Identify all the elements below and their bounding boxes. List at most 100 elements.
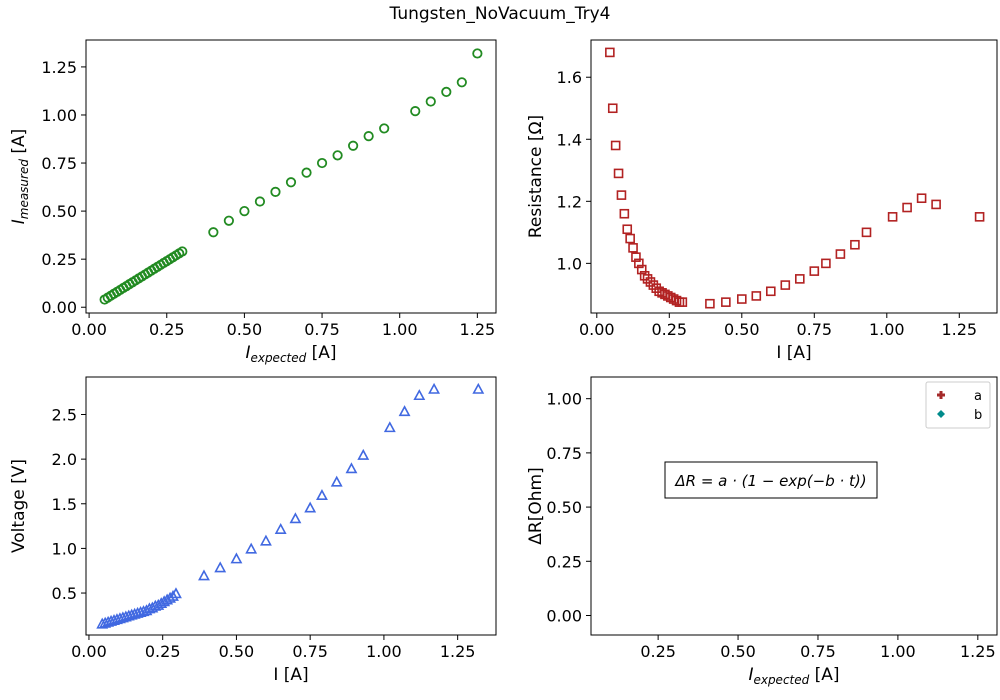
- data-point: [622, 224, 633, 235]
- data-point: [625, 233, 635, 244]
- data-point: [198, 569, 210, 581]
- data-point: [705, 298, 715, 309]
- data-point: [631, 252, 641, 262]
- y-tick-label: 1.4: [557, 130, 582, 149]
- x-axis-label-main: I: [245, 343, 250, 363]
- data-point: [348, 140, 359, 151]
- y-tick-label: 1.0: [52, 539, 77, 558]
- data-point: [607, 103, 618, 114]
- data-point: [916, 193, 927, 204]
- y-axis-label: ΔR[Ohm]: [526, 467, 546, 544]
- x-tick-label: 1.00: [366, 642, 402, 661]
- x-tick-label: 0.50: [720, 642, 756, 661]
- y-tick-label: 1.2: [557, 192, 582, 211]
- x-tick-label: 1.00: [382, 320, 418, 339]
- x-tick-label: 1.25: [460, 320, 496, 339]
- data-point: [613, 168, 624, 179]
- y-tick-label: 0.75: [41, 154, 77, 173]
- data-point: [316, 489, 328, 501]
- y-axis-label-sub: measured: [17, 159, 31, 220]
- chart-panel-current: 0.00 0.25 0.50 0.75 1.00 1.25 0.00 0.25 0.50 0.75…: [9, 39, 497, 365]
- plot-area: [590, 376, 998, 636]
- plot-area: [85, 376, 497, 636]
- y-axis-label: Resistance [Ω]: [526, 115, 546, 238]
- x-tick-label: 0.75: [292, 642, 328, 661]
- data-point: [677, 297, 688, 307]
- figure-title: Tungsten_NoVacuum_Try4: [389, 4, 611, 24]
- x-axis-label-unit: [A]: [809, 665, 839, 685]
- data-point: [821, 258, 831, 269]
- data-point: [214, 561, 227, 573]
- data-point: [645, 277, 656, 287]
- data-point: [428, 382, 441, 394]
- data-point: [274, 522, 287, 534]
- data-point: [441, 86, 452, 98]
- data-point: [270, 186, 281, 197]
- data-point: [902, 202, 912, 213]
- formula-annotation: ΔR = a · (1 − exp(−b · t)): [664, 461, 878, 499]
- chart-panel-voltage: 0.00 0.25 0.50 0.75 1.00 1.25 0.5 1.0 1.5 2.0 2.5 I…: [9, 376, 497, 685]
- data-point: [636, 264, 647, 275]
- formula-text: ΔR = a · (1 − exp(−b · t)): [674, 472, 866, 490]
- x-tick-label: 0.75: [796, 320, 832, 339]
- x-tick-label: 1.00: [880, 642, 916, 661]
- data-point: [648, 280, 659, 290]
- x-tick-label: 0.00: [71, 642, 107, 661]
- y-tick-label: 1.6: [557, 68, 582, 87]
- data-point: [456, 77, 467, 88]
- data-point: [259, 534, 272, 546]
- y-tick-label: 0.00: [41, 298, 77, 317]
- x-tick-label: 1.00: [869, 320, 905, 339]
- data-point: [616, 190, 627, 200]
- plot-area: [85, 39, 497, 314]
- x-axis-label: I [A]: [776, 343, 811, 363]
- y-tick-label: 1.25: [41, 58, 77, 77]
- x-tick-label: 0.25: [149, 320, 185, 339]
- y-tick-label: 2.5: [52, 405, 77, 424]
- data-point: [861, 227, 872, 238]
- x-tick-label: 0.75: [800, 642, 836, 661]
- data-point: [721, 297, 731, 307]
- data-point: [628, 243, 638, 253]
- y-tick-label: 0.5: [52, 584, 77, 603]
- data-point: [931, 199, 941, 210]
- data-point: [383, 421, 396, 433]
- y-axis-label-main: I: [9, 219, 29, 224]
- data-point: [301, 167, 312, 178]
- x-tick-label: 0.25: [145, 642, 181, 661]
- y-axis-label-unit: [A]: [9, 129, 29, 159]
- x-tick-label: 0.25: [640, 642, 676, 661]
- data-point: [413, 389, 426, 401]
- data-point: [642, 274, 653, 284]
- y-tick-label: 0.00: [546, 606, 582, 625]
- data-point: [208, 227, 219, 238]
- y-tick-label: 1.5: [52, 495, 77, 514]
- data-point: [239, 206, 250, 217]
- chart-panel-delta-r: a b ΔR = a · (1 − exp(−b · t)) 0.25 0.50 0…: [526, 376, 998, 687]
- x-axis-label: Iexpected [A]: [245, 343, 336, 365]
- data-point: [974, 212, 985, 222]
- x-tick-label: 0.00: [579, 320, 615, 339]
- data-point: [330, 475, 343, 487]
- data-point: [794, 274, 805, 284]
- data-point: [363, 131, 374, 142]
- data-point: [671, 295, 682, 306]
- data-point: [619, 208, 630, 219]
- y-tick-label: 0.25: [546, 552, 582, 571]
- y-axis-label: Imeasured [A]: [9, 129, 31, 225]
- data-point: [177, 246, 188, 257]
- data-point: [398, 405, 411, 417]
- x-tick-label: 1.25: [941, 320, 977, 339]
- data-point: [835, 249, 846, 259]
- data-point: [850, 239, 860, 250]
- x-axis-label: I [A]: [273, 665, 308, 685]
- data-point: [170, 587, 182, 599]
- data-point: [736, 294, 747, 304]
- x-tick-label: 0.25: [651, 320, 687, 339]
- data-point: [472, 382, 485, 394]
- y-tick-label: 0.50: [41, 202, 77, 221]
- y-axis-label: Voltage [V]: [9, 459, 29, 553]
- data-point: [425, 96, 436, 107]
- data-point: [304, 501, 317, 513]
